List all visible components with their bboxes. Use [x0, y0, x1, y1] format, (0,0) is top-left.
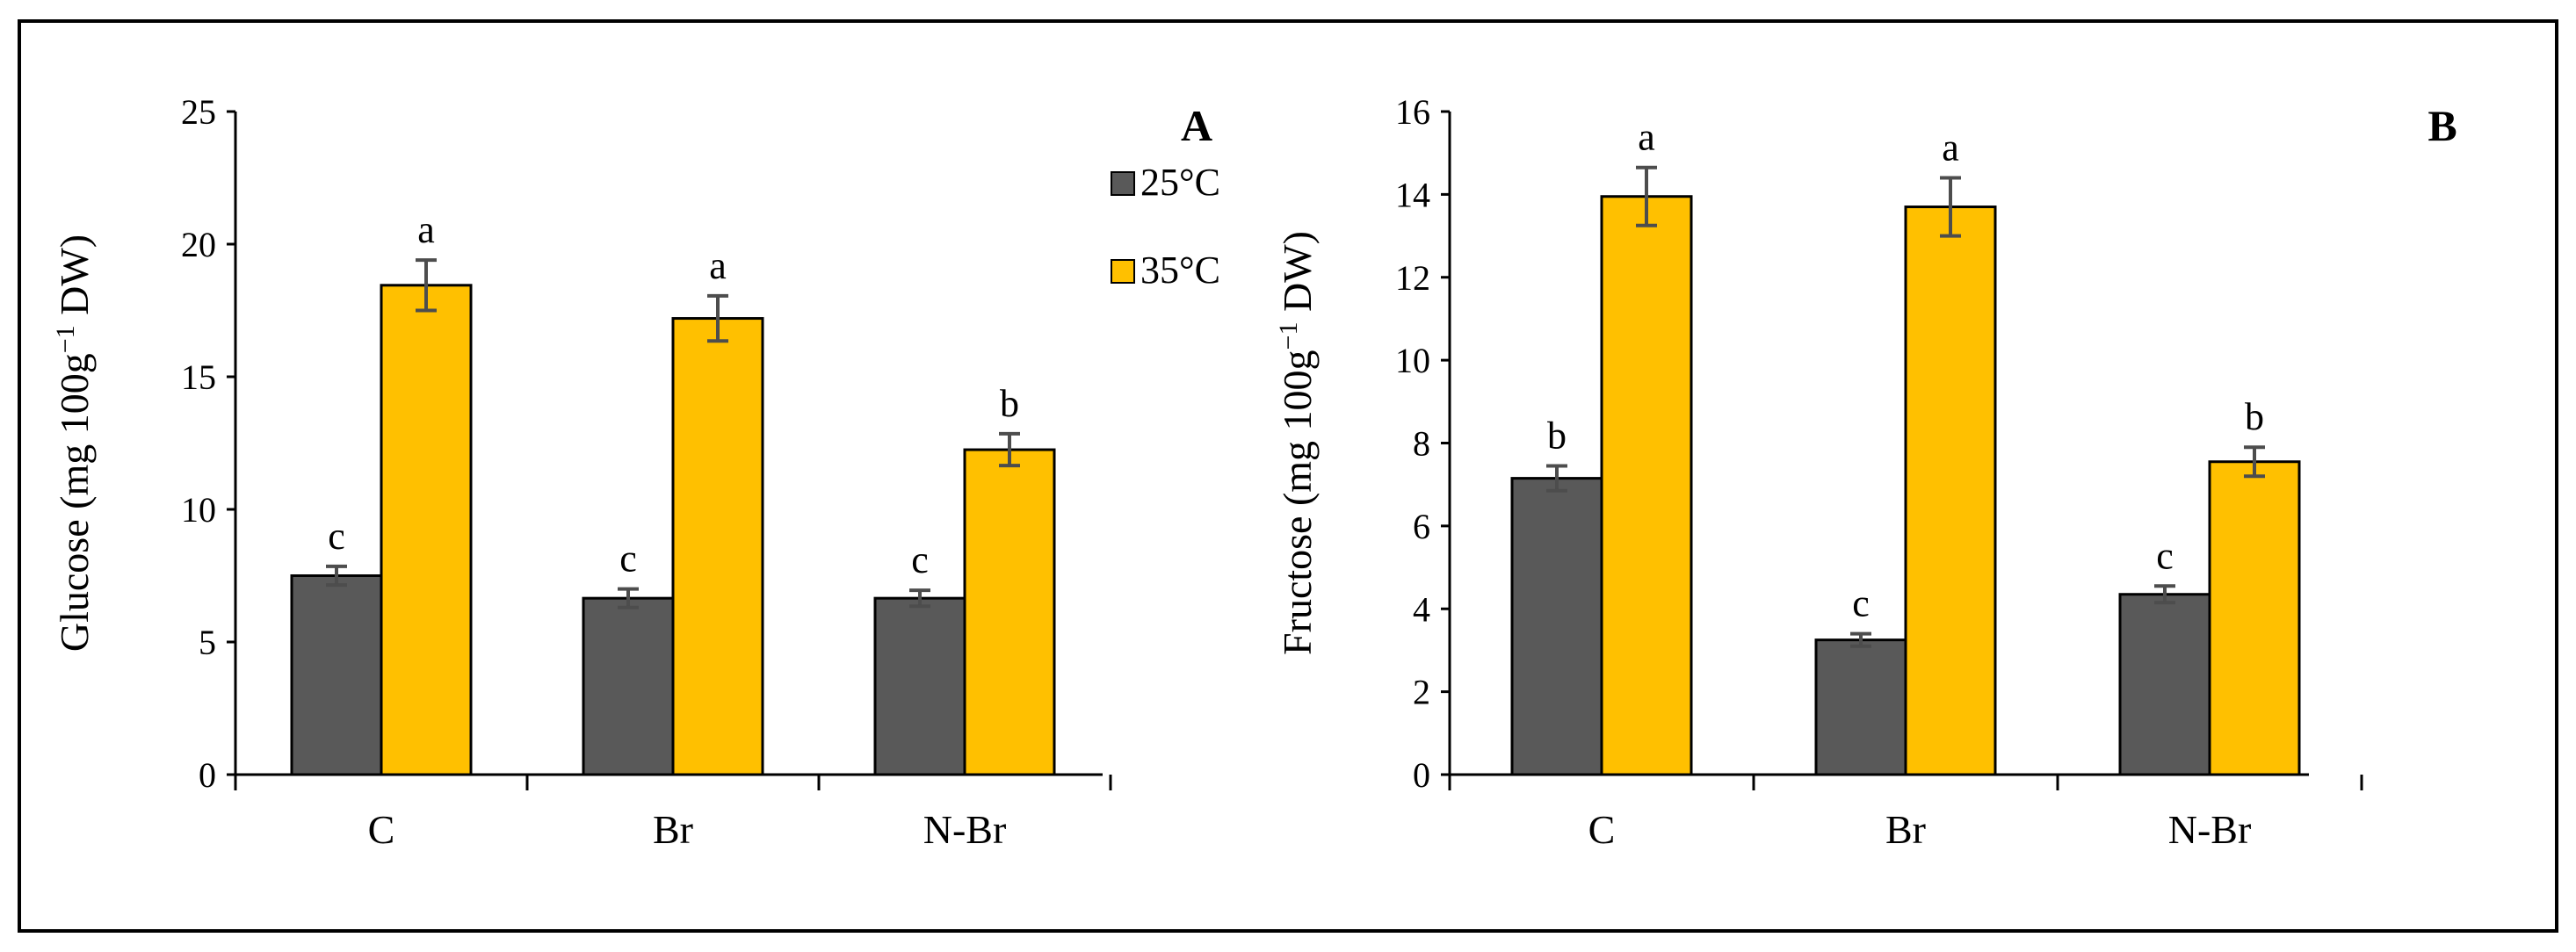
panel-b-x-ticks — [1448, 775, 2363, 790]
bar-25c-c — [1510, 477, 1603, 776]
category-label-br: Br — [653, 807, 693, 852]
legend-swatch-35c — [1111, 259, 1135, 284]
bar-25c-br — [1814, 638, 1907, 776]
significance-letter: a — [709, 244, 727, 287]
panel-b-y-axis-title-tail: DW) — [1275, 231, 1320, 321]
panel-b-category-labels: C Br N-Br — [1588, 807, 2252, 852]
panel-a-label: A — [1181, 101, 1212, 150]
category-label-c: C — [1588, 807, 1616, 852]
legend-item-25c: 25°C — [1111, 161, 1220, 204]
bar-35c-n-br — [2208, 460, 2301, 776]
bar-35c-c — [1600, 195, 1693, 776]
significance-letter: b — [1547, 414, 1567, 457]
bar-25c-n-br — [2118, 593, 2211, 776]
panel-a-y-axis-title-tail: DW) — [52, 234, 97, 325]
bar-25c-c — [290, 574, 383, 776]
bar-25c-br — [582, 596, 675, 776]
bar-35c-n-br — [963, 448, 1056, 776]
significance-letter: c — [1852, 582, 1870, 625]
panel-b-label: B — [2428, 101, 2457, 150]
panel-a-y-ticks: 0 5 10 15 20 25 — [181, 92, 235, 795]
y-tick-label: 16 — [1395, 92, 1430, 132]
y-tick-label: 10 — [1395, 341, 1430, 380]
panel-b-significance-letters: b a c a c b — [1547, 116, 2264, 625]
panel-b-y-axis-title: Fructose (mg 100g−1 DW) — [1274, 231, 1321, 655]
bar-35c-c — [380, 284, 473, 776]
significance-letter: b — [2245, 395, 2264, 438]
y-tick-label: 12 — [1395, 258, 1430, 298]
panel-b-y-axis-title-sup: −1 — [1274, 322, 1303, 350]
legend-label-25c: 25°C — [1140, 161, 1220, 204]
significance-letter: a — [417, 208, 435, 251]
category-label-n-br: N-Br — [2168, 807, 2252, 852]
y-tick-label: 20 — [181, 225, 216, 264]
panel-b-y-axis-title-main: Fructose (mg 100g — [1275, 350, 1320, 655]
bar-35c-br — [671, 317, 764, 776]
y-tick-label: 2 — [1413, 673, 1430, 712]
panel-a-category-labels: C Br N-Br — [368, 807, 1007, 852]
significance-letter: c — [619, 537, 637, 581]
legend-swatch-25c — [1111, 171, 1135, 196]
y-tick-label: 5 — [199, 623, 216, 662]
y-tick-label: 14 — [1395, 175, 1430, 214]
panel-a-legend: 25°C 35°C — [1111, 161, 1220, 292]
y-tick-label: 15 — [181, 357, 216, 397]
category-label-c: C — [368, 807, 395, 852]
significance-letter: c — [911, 538, 929, 581]
panel-b-y-ticks: 0 2 4 6 8 10 12 14 16 — [1395, 92, 1450, 795]
panel-b-error-bars — [1546, 165, 2265, 648]
significance-letter: a — [1942, 126, 1959, 169]
y-tick-label: 4 — [1413, 589, 1430, 629]
panel-a-y-axis-title-sup: −1 — [51, 325, 80, 353]
panel-a-x-ticks — [234, 775, 1112, 790]
legend-item-35c: 35°C — [1111, 249, 1220, 292]
panel-a-significance-letters: c a c a c b — [328, 208, 1019, 581]
panel-a-error-bars — [326, 258, 1020, 609]
y-tick-label: 25 — [181, 92, 216, 132]
y-tick-label: 10 — [181, 490, 216, 530]
category-label-br: Br — [1885, 807, 1926, 852]
significance-letter: c — [328, 515, 345, 558]
y-tick-label: 0 — [199, 755, 216, 795]
significance-letter: a — [1638, 116, 1655, 159]
bar-35c-br — [1904, 206, 1997, 776]
panel-a: 0 5 10 15 20 25 c a c a c b C Br N-Br Glucose (mg 10… — [51, 92, 1220, 852]
legend-label-35c: 35°C — [1140, 249, 1220, 292]
y-tick-label: 8 — [1413, 424, 1430, 464]
bar-25c-n-br — [873, 596, 966, 776]
category-label-n-br: N-Br — [923, 807, 1007, 852]
panel-b: 0 2 4 6 8 10 12 14 16 b a c a c b C Br N-Br Fructose (m… — [1274, 92, 2457, 852]
y-tick-label: 0 — [1413, 755, 1430, 795]
panel-a-bars — [290, 284, 1056, 776]
panel-a-y-axis-title: Glucose (mg 100g−1 DW) — [51, 234, 98, 652]
significance-letter: b — [1000, 382, 1019, 425]
panel-a-y-axis-title-main: Glucose (mg 100g — [52, 353, 97, 652]
y-tick-label: 6 — [1413, 507, 1430, 546]
significance-letter: c — [2156, 534, 2174, 577]
